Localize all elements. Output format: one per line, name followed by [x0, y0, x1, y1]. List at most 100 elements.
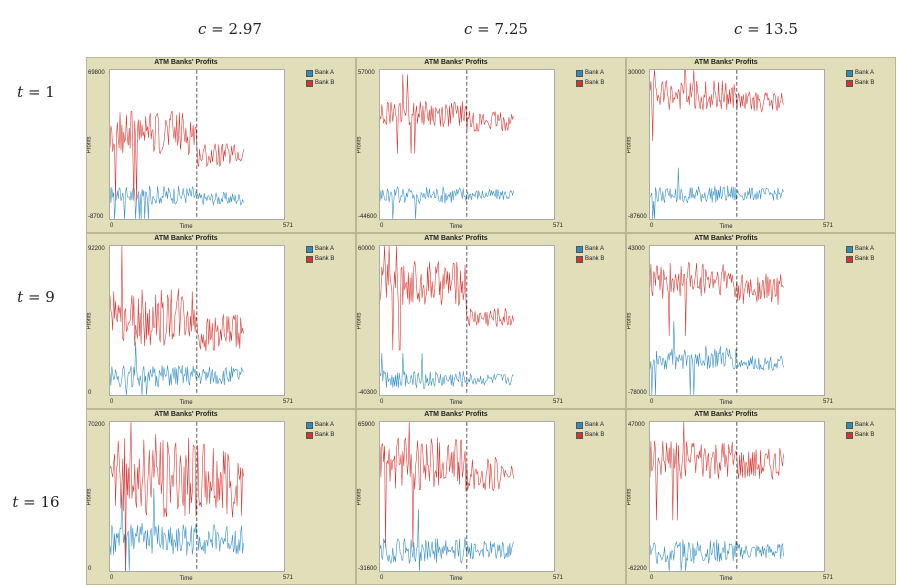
- column-header-2: c = 7.25: [464, 20, 528, 38]
- legend-item-bank-a: Bank A: [846, 68, 892, 78]
- x-axis-max-label: 571: [282, 399, 293, 405]
- x-axis-label: Time: [719, 576, 733, 582]
- chart-title: ATM Banks' Profits: [694, 235, 758, 242]
- legend-item-bank-a: Bank A: [576, 244, 622, 254]
- row-header-1: t = 1: [17, 83, 55, 101]
- x-axis-label: Time: [179, 576, 193, 582]
- y-axis-max-label: 43000: [628, 246, 645, 252]
- x-axis-min-label: 0: [380, 223, 384, 229]
- series-line-bank-b: [110, 422, 244, 571]
- line-plot: [110, 246, 244, 395]
- chart-panel: ATM Banks' Profits 60000 -40300 Profits 0 Tim…: [356, 233, 626, 409]
- legend-swatch-bank-b: [306, 255, 313, 263]
- legend-item-bank-b: Bank B: [306, 430, 352, 440]
- y-axis-label: Profits: [356, 136, 363, 154]
- chart-title: ATM Banks' Profits: [694, 59, 758, 66]
- row-header-2: t = 9: [17, 288, 55, 306]
- x-axis-max-label: 571: [822, 223, 833, 229]
- y-axis-min-label: -87600: [628, 214, 647, 220]
- series-line-bank-a: [110, 341, 244, 395]
- series-line-bank-b: [110, 110, 244, 201]
- legend-swatch-bank-b: [846, 255, 853, 263]
- y-axis-label: Profits: [626, 312, 633, 330]
- line-plot: [650, 246, 784, 395]
- legend-item-bank-b: Bank B: [846, 430, 892, 440]
- series-line-bank-a: [380, 186, 514, 219]
- series-line-bank-a: [650, 321, 784, 395]
- y-axis-min-label: -78000: [628, 390, 647, 396]
- legend: Bank A Bank B: [846, 68, 892, 88]
- chart-panel: ATM Banks' Profits 69800 -8700 Profits 0 Time…: [86, 57, 356, 233]
- legend-swatch-bank-a: [576, 245, 583, 253]
- legend: Bank A Bank B: [306, 244, 352, 264]
- y-axis-label: Profits: [86, 488, 93, 506]
- legend-item-bank-a: Bank A: [306, 68, 352, 78]
- y-axis-min-label: -8700: [88, 214, 104, 220]
- y-axis-label: Profits: [86, 136, 93, 154]
- legend-swatch-bank-a: [846, 69, 853, 77]
- y-axis-label: Profits: [86, 312, 93, 330]
- legend-swatch-bank-b: [846, 431, 853, 439]
- y-axis-label: Profits: [356, 312, 363, 330]
- plot-area: [379, 69, 555, 220]
- legend: Bank A Bank B: [846, 420, 892, 440]
- chart-title: ATM Banks' Profits: [154, 235, 218, 242]
- series-line-bank-a: [650, 167, 784, 219]
- legend: Bank A Bank B: [306, 420, 352, 440]
- chart-panel: ATM Banks' Profits 47000 -62200 Profits 0 Tim…: [626, 409, 896, 585]
- plot-area: [649, 245, 825, 396]
- line-plot: [110, 70, 244, 219]
- y-axis-min-label: -62200: [628, 566, 647, 572]
- y-axis-min-label: -31600: [358, 566, 377, 572]
- line-plot: [380, 246, 514, 395]
- legend: Bank A Bank B: [846, 244, 892, 264]
- y-axis-label: Profits: [626, 136, 633, 154]
- legend-item-bank-b: Bank B: [576, 254, 622, 264]
- legend-swatch-bank-a: [576, 69, 583, 77]
- legend-item-bank-b: Bank B: [576, 78, 622, 88]
- legend-swatch-bank-b: [576, 431, 583, 439]
- legend: Bank A Bank B: [576, 68, 622, 88]
- y-axis-max-label: 60000: [358, 246, 375, 252]
- legend-item-bank-a: Bank A: [306, 244, 352, 254]
- legend-item-bank-a: Bank A: [306, 420, 352, 430]
- legend-swatch-bank-a: [306, 69, 313, 77]
- series-line-bank-a: [650, 539, 784, 571]
- plot-area: [379, 421, 555, 572]
- legend-item-bank-a: Bank A: [576, 420, 622, 430]
- y-axis-max-label: 70200: [88, 422, 105, 428]
- legend-item-bank-a: Bank A: [576, 68, 622, 78]
- legend-item-bank-b: Bank B: [846, 78, 892, 88]
- x-axis-max-label: 571: [282, 223, 293, 229]
- x-axis-label: Time: [719, 224, 733, 230]
- x-axis-label: Time: [449, 576, 463, 582]
- x-axis-min-label: 0: [650, 223, 654, 229]
- series-line-bank-b: [380, 74, 514, 154]
- chart-panel: ATM Banks' Profits 65900 -31600 Profits 0 Tim…: [356, 409, 626, 585]
- chart-title: ATM Banks' Profits: [154, 411, 218, 418]
- line-plot: [380, 70, 514, 219]
- line-plot: [380, 422, 514, 571]
- legend-swatch-bank-a: [846, 245, 853, 253]
- chart-panel: ATM Banks' Profits 70200 0 Profits 0 Time 571 B…: [86, 409, 356, 585]
- chart-panel: ATM Banks' Profits 30000 -87600 Profits 0 Tim…: [626, 57, 896, 233]
- chart-title: ATM Banks' Profits: [154, 59, 218, 66]
- x-axis-max-label: 571: [552, 223, 563, 229]
- line-plot: [650, 70, 784, 219]
- y-axis-min-label: -40300: [358, 390, 377, 396]
- y-axis-max-label: 47000: [628, 422, 645, 428]
- y-axis-max-label: 92200: [88, 246, 105, 252]
- y-axis-min-label: 0: [88, 390, 92, 396]
- x-axis-min-label: 0: [110, 223, 114, 229]
- plot-area: [649, 421, 825, 572]
- chart-panel: ATM Banks' Profits 43000 -78000 Profits 0 Tim…: [626, 233, 896, 409]
- legend-item-bank-a: Bank A: [846, 420, 892, 430]
- x-axis-max-label: 571: [552, 575, 563, 581]
- series-line-bank-a: [110, 185, 244, 219]
- legend-item-bank-b: Bank B: [306, 254, 352, 264]
- y-axis-label: Profits: [356, 488, 363, 506]
- chart-title: ATM Banks' Profits: [424, 59, 488, 66]
- legend: Bank A Bank B: [576, 244, 622, 264]
- x-axis-min-label: 0: [380, 399, 384, 405]
- legend-swatch-bank-b: [576, 255, 583, 263]
